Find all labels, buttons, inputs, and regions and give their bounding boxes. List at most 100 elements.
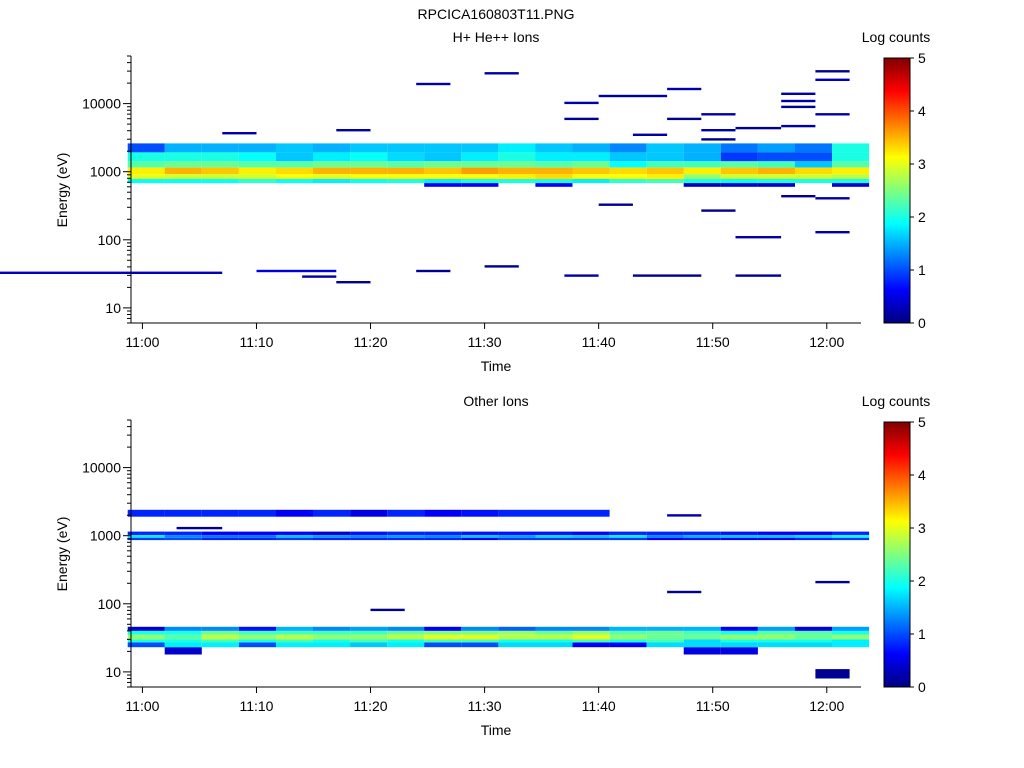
- heatmap-cell: [720, 174, 758, 180]
- colorbar-tick-label: 3: [918, 156, 926, 172]
- heatmap-cell: [683, 537, 721, 541]
- heatmap-cell: [276, 535, 314, 538]
- y-tick-label: 100: [98, 596, 122, 612]
- heatmap-cell: [683, 174, 721, 180]
- heatmap-cell: [127, 509, 165, 517]
- heatmap-cell: [201, 642, 239, 648]
- heatmap-cell: [164, 537, 202, 541]
- heatmap-cell: [683, 626, 721, 631]
- sparse-count-mark: [815, 78, 850, 81]
- sparse-count-mark: [815, 669, 850, 679]
- y-tick-label: 100: [98, 232, 122, 248]
- heatmap-cell: [201, 626, 239, 631]
- heatmap-cell: [424, 183, 462, 187]
- heatmap-cell: [794, 167, 832, 175]
- heatmap-cell: [276, 143, 314, 153]
- heatmap-cell: [238, 509, 276, 517]
- heatmap-cell: [498, 537, 536, 541]
- heatmap-cell: [535, 626, 573, 631]
- heatmap-cell: [646, 642, 684, 648]
- heatmap-cell: [238, 639, 276, 643]
- heatmap-cell: [164, 639, 202, 643]
- heatmap-cell: [238, 152, 276, 162]
- heatmap-cell: [498, 642, 536, 648]
- heatmap-cell: [350, 509, 388, 517]
- heatmap-cell: [276, 174, 314, 180]
- heatmap-cell: [127, 634, 165, 640]
- heatmap-cell: [313, 634, 351, 640]
- figure-title: RPCICA160803T11.PNG: [418, 6, 575, 22]
- heatmap-cell: [276, 639, 314, 643]
- heatmap-cell: [646, 152, 684, 162]
- plot-frame: [130, 56, 861, 324]
- heatmap-cell: [609, 174, 647, 180]
- heatmap-cell: [794, 152, 832, 162]
- heatmap-cell: [387, 634, 425, 640]
- heatmap-cell: [127, 630, 165, 635]
- heatmap-cell: [276, 626, 314, 631]
- heatmap-cell: [461, 630, 499, 635]
- x-tick-label: 11:10: [239, 698, 273, 714]
- heatmap-cell: [461, 143, 499, 153]
- heatmap-cell: [424, 143, 462, 153]
- heatmap-cell: [832, 630, 870, 635]
- heatmap-cell: [424, 537, 462, 541]
- heatmap-cell: [646, 639, 684, 643]
- y-tick-label: 1000: [90, 164, 121, 180]
- heatmap-cell: [535, 143, 573, 153]
- heatmap-cell: [498, 509, 536, 517]
- heatmap-cell: [313, 174, 351, 180]
- heatmap-cell: [646, 179, 684, 184]
- heatmap-cell: [238, 167, 276, 175]
- heatmap-cell: [683, 161, 721, 168]
- heatmap-cell: [535, 639, 573, 643]
- heatmap-cell: [201, 531, 239, 536]
- heatmap-cell: [498, 535, 536, 538]
- colorbar-tick-label: 4: [918, 467, 926, 483]
- sparse-count-mark: [815, 197, 850, 200]
- sparse-count-mark: [781, 99, 816, 103]
- colorbar-tick-label: 1: [918, 626, 926, 642]
- heatmap-cell: [832, 531, 870, 536]
- sparse-count-mark: [815, 580, 850, 584]
- colorbar-tick-label: 0: [918, 315, 926, 331]
- heatmap-cell: [832, 634, 870, 640]
- heatmap-cell: [720, 537, 758, 541]
- colorbar-tick-label: 5: [918, 414, 926, 430]
- sparse-count-mark: [781, 124, 816, 128]
- heatmap-cell: [683, 639, 721, 643]
- heatmap-cell: [794, 174, 832, 180]
- heatmap-cell: [127, 161, 165, 168]
- heatmap-cell: [832, 537, 870, 541]
- heatmap-cell: [238, 531, 276, 536]
- heatmap-cell: [201, 630, 239, 635]
- heatmap-cell: [350, 143, 388, 153]
- heatmap-cell: [572, 167, 610, 175]
- heatmap-cell: [313, 152, 351, 162]
- heatmap-cell: [127, 143, 165, 153]
- heatmap-cell: [646, 537, 684, 541]
- heatmap-cell: [461, 634, 499, 640]
- heatmap-cell: [720, 179, 758, 184]
- colorbar-tick-label: 1: [918, 262, 926, 278]
- x-axis-label: Time: [481, 722, 512, 738]
- heatmap-cell: [350, 642, 388, 648]
- sparse-count-mark: [735, 274, 782, 277]
- heatmap-cell: [720, 634, 758, 640]
- sparse-count-mark: [815, 70, 850, 73]
- heatmap-cell: [387, 537, 425, 541]
- heatmap-cell: [387, 630, 425, 635]
- heatmap-cell: [238, 630, 276, 635]
- heatmap-cell: [238, 537, 276, 541]
- heatmap-cell: [535, 630, 573, 635]
- heatmap-cell: [720, 183, 758, 187]
- heatmap-cell: [720, 161, 758, 168]
- heatmap-cell: [646, 167, 684, 175]
- heatmap-cell: [646, 161, 684, 168]
- colorbar-gradient: [883, 421, 911, 688]
- x-tick-label: 11:30: [468, 698, 502, 714]
- heatmap-cell: [683, 143, 721, 153]
- x-tick-label: 11:00: [125, 698, 159, 714]
- heatmap-cell: [757, 174, 795, 180]
- heatmap-cell: [350, 535, 388, 538]
